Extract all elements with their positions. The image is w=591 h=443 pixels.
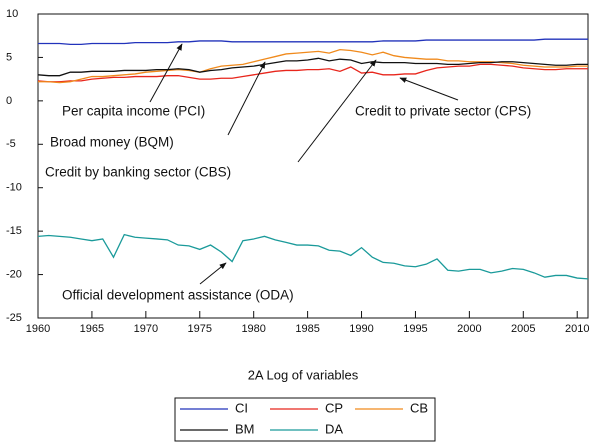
series-line bbox=[37, 63, 588, 83]
legend-label: DA bbox=[325, 421, 343, 436]
legend-label: CB bbox=[410, 400, 428, 415]
plot-frame bbox=[37, 13, 589, 319]
annotation-arrow bbox=[297, 59, 377, 163]
x-tick-label: 2005 bbox=[511, 323, 535, 335]
annotation-arrow bbox=[399, 77, 459, 101]
annotation: Per capita income (PCI) bbox=[62, 104, 205, 119]
legend-label: CI bbox=[235, 400, 248, 415]
x-tick-label: 1970 bbox=[134, 323, 158, 335]
annotation-arrow bbox=[149, 43, 183, 103]
annotation: Official development assistance (ODA) bbox=[62, 288, 294, 303]
series-line bbox=[37, 57, 588, 77]
x-tick-label: 2000 bbox=[457, 323, 481, 335]
x-tick-label: 1985 bbox=[295, 323, 319, 335]
y-tick-label: -25 bbox=[6, 312, 22, 324]
y-tick-label: 5 bbox=[6, 51, 12, 63]
legend-label: CP bbox=[325, 400, 343, 415]
x-tick-label: 1980 bbox=[241, 323, 265, 335]
annotation: Credit by banking sector (CBS) bbox=[45, 165, 231, 180]
series-line bbox=[37, 233, 589, 280]
series-line bbox=[38, 38, 588, 46]
y-tick-label: -15 bbox=[6, 225, 22, 237]
annotation-arrow bbox=[227, 61, 266, 136]
y-tick-label: -20 bbox=[6, 268, 22, 280]
annotation-arrow bbox=[199, 262, 227, 285]
y-tick-label: -10 bbox=[6, 182, 22, 194]
legend-label: BM bbox=[235, 421, 255, 436]
y-tick-label: 0 bbox=[6, 95, 12, 107]
y-tick-label: -5 bbox=[6, 138, 16, 150]
legend-box bbox=[174, 397, 436, 442]
annotation: Broad money (BQM) bbox=[50, 135, 174, 150]
x-tick-label: 1990 bbox=[349, 323, 373, 335]
caption: 2A Log of variables bbox=[248, 367, 359, 382]
x-tick-label: 1965 bbox=[80, 323, 104, 335]
annotation: Credit to private sector (CPS) bbox=[355, 104, 531, 119]
x-tick-label: 2010 bbox=[565, 323, 589, 335]
x-tick-label: 1995 bbox=[403, 323, 427, 335]
y-tick-label: 10 bbox=[6, 8, 18, 20]
x-tick-label: 1975 bbox=[188, 323, 212, 335]
x-tick-label: 1960 bbox=[26, 323, 50, 335]
